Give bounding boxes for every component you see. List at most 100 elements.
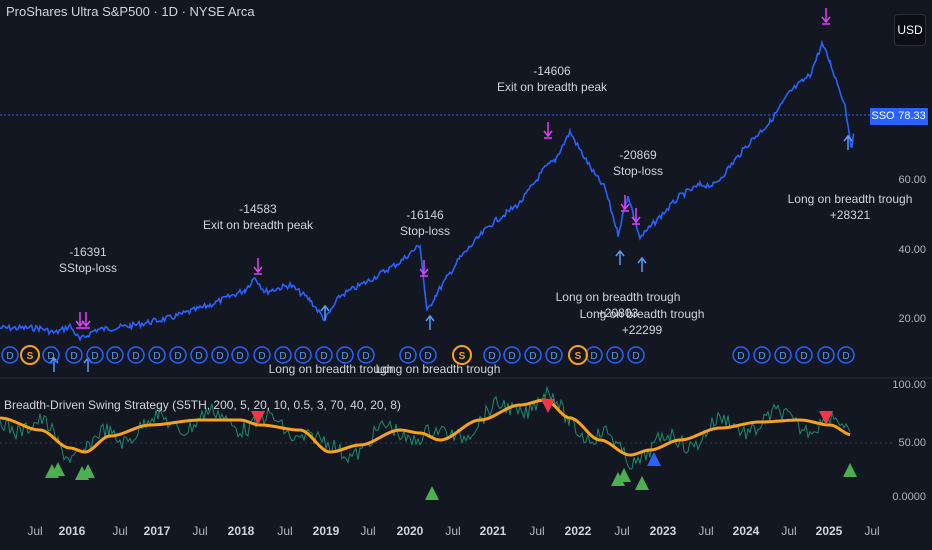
dividend-marker-icon [524,346,542,364]
dividend-marker-label: D [216,351,223,362]
dividend-marker-icon [732,346,750,364]
symbol-title[interactable]: ProShares Ultra S&P500 · 1D · NYSE Arca [6,4,255,19]
dividend-marker-label: D [153,351,160,362]
time-axis-label: Jul [698,524,714,538]
dividend-marker-icon [106,346,124,364]
dividend-marker-icon [753,346,771,364]
trade-annotation: Long on breadth trough [268,362,394,376]
dividend-marker-label: D [632,351,639,362]
dividend-marker-label: D [132,351,139,362]
time-axis-label: 2017 [143,524,171,538]
time-axis-label: Jul [112,524,128,538]
split-marker-label: S [575,351,582,362]
dividend-marker-label: D [424,351,431,362]
buy-signal-triangle [647,452,661,466]
dividend-marker-label: D [822,351,829,362]
time-axis-label: 2018 [227,524,255,538]
dividend-marker-icon [336,346,354,364]
buy-signal-triangle [617,468,631,482]
dividend-marker-icon [1,346,19,364]
indicator-label[interactable]: Breadth-Driven Swing Strategy (S5TH, 200… [4,398,401,412]
dividend-marker-icon [795,346,813,364]
time-axis-label: Jul [277,524,293,538]
trade-annotation: Long on breadth trough +22299 [579,307,705,337]
time-axis-label: 2025 [815,524,843,538]
dividend-marker-label: D [341,351,348,362]
split-marker-label: S [27,351,34,362]
exit-arrow-icon [253,266,263,274]
time-axis-label: Jul [781,524,797,538]
time-axis-label: 2022 [564,524,592,538]
dividend-marker-label: D [488,351,495,362]
dividend-marker-label: D [779,351,786,362]
dividend-marker-icon [483,346,501,364]
dividend-marker-icon [190,346,208,364]
dividend-marker-icon [606,346,624,364]
buy-signal-triangle [425,486,439,500]
dividend-marker-icon [627,346,645,364]
dividend-marker-icon [294,346,312,364]
indicator-axis-label: 100.00 [892,379,926,391]
dividend-marker-icon [837,346,855,364]
currency-button[interactable]: USD [894,14,926,46]
trade-annotation: -14606 Exit on breadth peak [496,64,608,94]
dividend-marker-icon [231,346,249,364]
time-axis-label: 2019 [312,524,340,538]
dividend-marker-label: D [47,351,54,362]
price-axis-label: 40.00 [898,244,926,256]
dividend-marker-icon [169,346,187,364]
dividend-marker-icon [357,346,375,364]
time-axis-label: Jul [360,524,376,538]
dividend-marker-icon [253,346,271,364]
entry-arrow-icon [320,304,330,312]
time-axis-label: Jul [445,524,461,538]
time-axis-label: Jul [192,524,208,538]
dividend-marker-label: D [550,351,557,362]
dividend-marker-icon [65,346,83,364]
time-axis-label: Jul [614,524,630,538]
exit-arrow-icon [81,320,91,328]
exit-arrow-icon [631,216,641,224]
dividend-marker-label: D [91,351,98,362]
time-axis-label: Jul [864,524,880,538]
dividend-marker-label: D [111,351,118,362]
breadth-line [0,385,851,470]
dividend-marker-label: D [299,351,306,362]
time-axis-label: 2024 [732,524,760,538]
price-axis-label: 60.00 [898,174,926,186]
sell-signal-triangle [819,411,833,425]
dividend-marker-icon [774,346,792,364]
dividend-marker-label: D [842,351,849,362]
buy-signal-triangle [51,462,65,476]
trade-annotation: Long on breadth trough [375,362,501,376]
last-price-tag: 78.33 [896,108,928,125]
trade-annotation: -16391 SStop-loss [58,245,118,275]
split-marker-icon [452,345,472,365]
exit-arrow-icon [821,16,831,24]
dividend-marker-label: D [174,351,181,362]
dividend-marker-icon [503,346,521,364]
dividend-marker-icon [127,346,145,364]
dividend-marker-label: D [362,351,369,362]
entry-arrow-icon [843,134,853,142]
buy-signal-triangle [635,476,649,490]
sell-signal-triangle [541,399,555,413]
entry-arrow-icon [637,256,647,264]
dividend-marker-label: D [404,351,411,362]
split-marker-label: S [459,351,466,362]
time-axis-label: 2021 [479,524,507,538]
dividend-marker-icon [315,346,333,364]
price-axis-label: 20.00 [898,313,926,325]
entry-arrow-icon [615,249,625,257]
dividend-marker-label: D [70,351,77,362]
dividend-marker-label: D [320,351,327,362]
time-axis-label: 2023 [649,524,677,538]
dividend-marker-icon [399,346,417,364]
dividend-marker-icon [211,346,229,364]
trade-annotation: Long on breadth trough +20803 [555,290,681,320]
split-marker-icon [568,345,588,365]
time-axis-label: 2016 [58,524,86,538]
dividend-marker-icon [419,346,437,364]
dividend-marker-label: D [758,351,765,362]
